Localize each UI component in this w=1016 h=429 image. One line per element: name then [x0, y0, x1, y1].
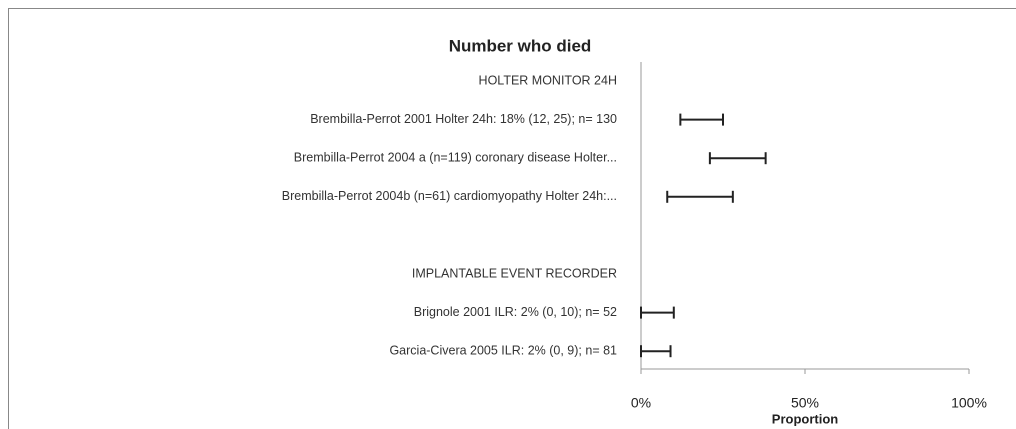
chart-title: Number who died — [449, 36, 592, 55]
row-label: Garcia-Civera 2005 ILR: 2% (0, 9); n= 81 — [389, 343, 617, 357]
x-axis-label: Proportion — [772, 411, 838, 426]
row-label: IMPLANTABLE EVENT RECORDER — [412, 266, 617, 280]
error-bar — [640, 345, 672, 358]
row-label: HOLTER MONITOR 24H — [479, 73, 617, 87]
error-bar — [666, 190, 734, 203]
row-label: Brembilla-Perrot 2004 a (n=119) coronary… — [294, 150, 617, 164]
row-label: Brembilla-Perrot 2004b (n=61) cardiomyop… — [282, 189, 617, 203]
row-label: Brignole 2001 ILR: 2% (0, 10); n= 52 — [414, 305, 617, 319]
error-bar — [679, 113, 724, 126]
x-tick-label: 100% — [951, 395, 987, 411]
error-bar — [640, 306, 675, 319]
error-bar — [708, 152, 767, 165]
row-label: Brembilla-Perrot 2001 Holter 24h: 18% (1… — [310, 112, 617, 126]
x-tick-label: 0% — [631, 395, 651, 411]
x-tick-label: 50% — [791, 395, 819, 411]
chart-frame — [8, 8, 1016, 429]
